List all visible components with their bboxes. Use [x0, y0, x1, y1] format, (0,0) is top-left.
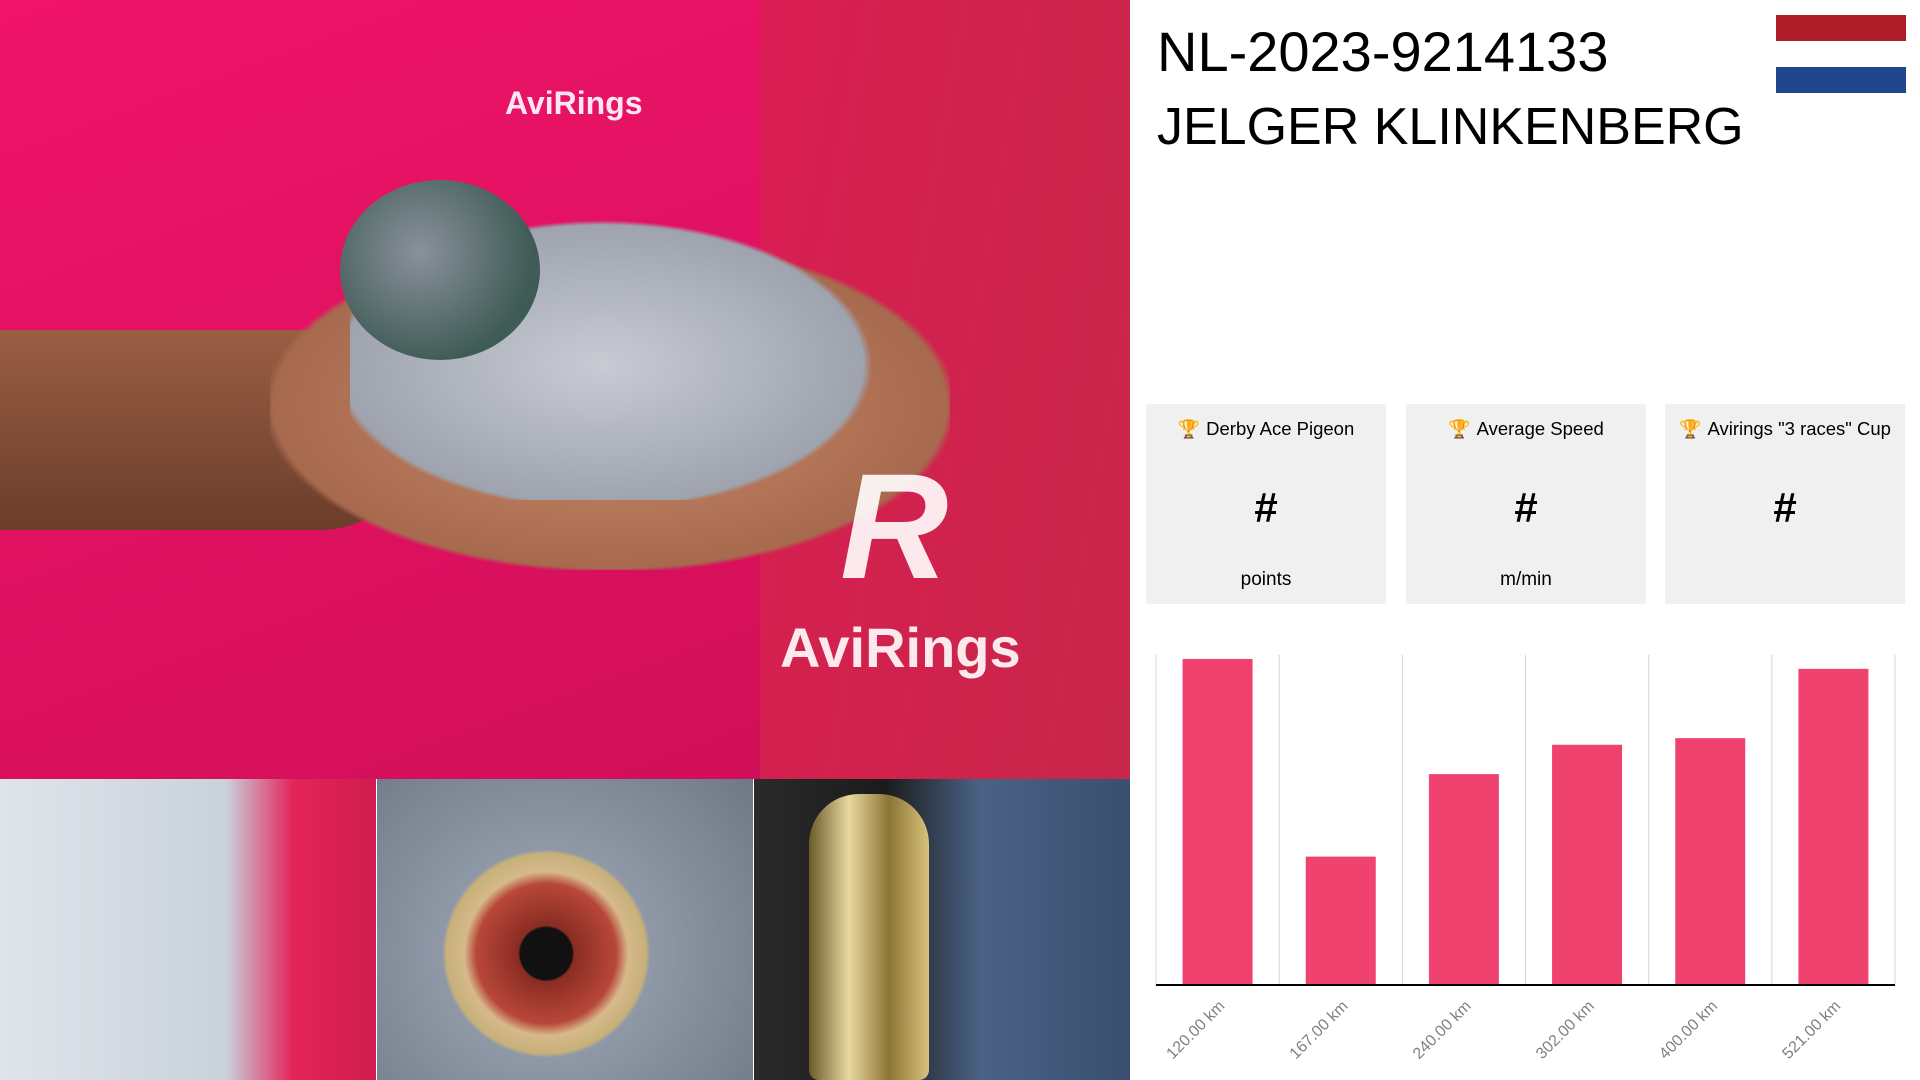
trophy-photo [754, 779, 1130, 1080]
owner-name: JELGER KLINKENBERG [1157, 98, 1744, 156]
card-title: Avirings "3 races" Cup [1707, 418, 1891, 439]
flag-stripe-red [1776, 15, 1906, 41]
card-title: Average Speed [1476, 418, 1604, 439]
trophy-icon: 🏆 [1177, 419, 1201, 439]
trophy-cup [809, 794, 929, 1080]
flag-stripe-white [1776, 41, 1906, 67]
x-tick-label: 120.00 km [1164, 998, 1229, 1063]
card-average-speed: 🏆 Average Speed # m/min [1406, 404, 1646, 604]
x-tick-label: 521.00 km [1779, 998, 1844, 1063]
bar [1182, 658, 1253, 985]
bar [1798, 668, 1869, 985]
card-title: Derby Ace Pigeon [1206, 418, 1355, 439]
wing-photo [0, 779, 376, 1080]
trophy-icon: 🏆 [1448, 419, 1471, 439]
shirt-logo: AviRings [505, 85, 643, 121]
x-tick-label: 240.00 km [1410, 998, 1475, 1063]
bar [1675, 738, 1746, 985]
x-tick-label: 400.00 km [1656, 998, 1721, 1063]
backdrop-logo: AviRings [780, 616, 1021, 679]
card-unit: points [1240, 569, 1292, 590]
x-tick-label: 302.00 km [1533, 998, 1598, 1063]
bar [1305, 856, 1376, 985]
card-unit: m/min [1500, 569, 1552, 590]
card-derby-ace-pigeon: 🏆 Derby Ace Pigeon # points [1146, 404, 1386, 604]
flag-stripe-blue [1776, 67, 1906, 93]
card-value: # [1254, 484, 1278, 531]
bar [1428, 774, 1499, 985]
pigeon-head [340, 180, 540, 360]
netherlands-flag-icon [1776, 15, 1906, 93]
ring-number: NL-2023-9214133 [1157, 20, 1609, 83]
bar [1552, 744, 1623, 985]
card-value: # [1514, 484, 1538, 531]
card-value: # [1773, 484, 1797, 531]
trophy-icon: 🏆 [1679, 419, 1702, 439]
backdrop-logo-mark: R [840, 442, 949, 610]
main-pigeon-photo: AviRings AviRings R [0, 0, 1130, 779]
eye-photo [377, 779, 753, 1080]
x-tick-label: 167.00 km [1287, 998, 1352, 1063]
card-3-races-cup: 🏆 Avirings "3 races" Cup # [1665, 404, 1905, 604]
